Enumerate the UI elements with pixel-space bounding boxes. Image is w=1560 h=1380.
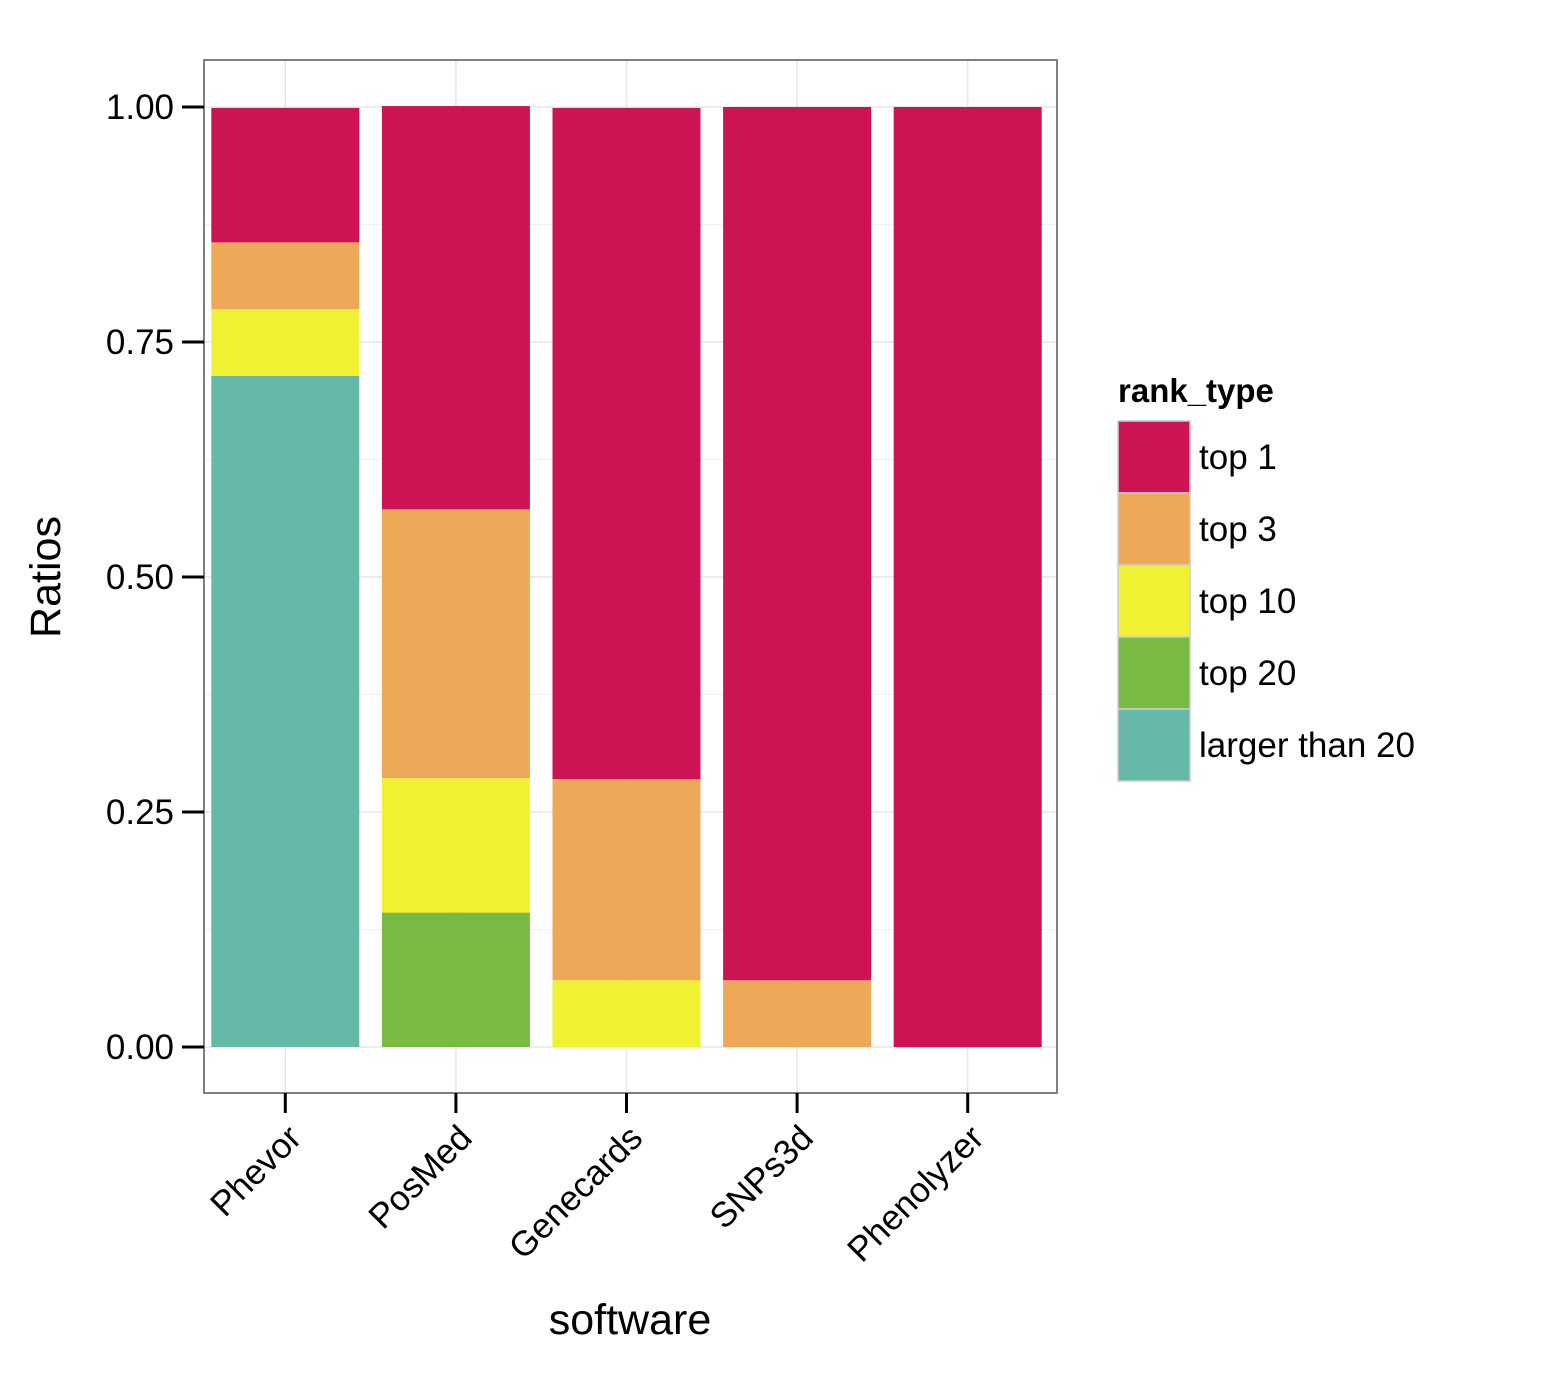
legend-key [1117,420,1191,494]
bar-segment [381,106,530,510]
bar-segment [211,309,360,376]
x-axis-title: software [549,1296,712,1344]
legend-label: top 10 [1199,582,1296,621]
y-tick-label: 0.75 [106,323,174,362]
bar-segment [211,242,360,310]
x-axis: Phevor PosMed Genecards SNPs3d Phenolyzer [203,1093,992,1269]
bar-segment [552,107,701,780]
bars [211,106,1042,1048]
x-tick-label: SNPs3d [702,1118,820,1236]
legend-key [1117,564,1191,638]
legend-label: top 20 [1199,654,1296,693]
x-tick-label: Genecards [502,1118,651,1267]
y-tick-label: 0.50 [106,558,174,597]
legend-key [1117,636,1191,710]
legend-label: larger than 20 [1199,726,1415,765]
y-tick-label: 0.00 [106,1028,174,1067]
legend-key [1117,492,1191,566]
legend-label: top 1 [1199,438,1277,477]
bar-segment [211,375,360,1048]
bar-segment [552,779,701,981]
x-tick-label: Phenolyzer [840,1118,992,1270]
bar-segment [381,778,530,913]
legend-key [1117,708,1191,782]
bar-segment [893,107,1042,1047]
bar-segment [381,509,530,779]
legend-label: top 3 [1199,510,1277,549]
bar-segment [381,912,530,1047]
x-tick-label: PosMed [361,1118,479,1236]
y-tick-label: 1.00 [106,88,174,127]
x-tick-label: Phevor [203,1118,309,1224]
bar-segment [723,980,872,1047]
y-axis-title: Ratios [22,516,70,638]
bar-segment [723,107,872,981]
bar-segment [211,107,360,243]
y-tick-label: 0.25 [106,793,174,832]
y-axis: 0.00 0.25 0.50 0.75 1.00 [106,88,204,1067]
legend: rank_type top 1 top 3 top 10 top 20 larger t… [1117,372,1415,782]
legend-title: rank_type [1118,372,1274,409]
bar-segment [552,980,701,1047]
